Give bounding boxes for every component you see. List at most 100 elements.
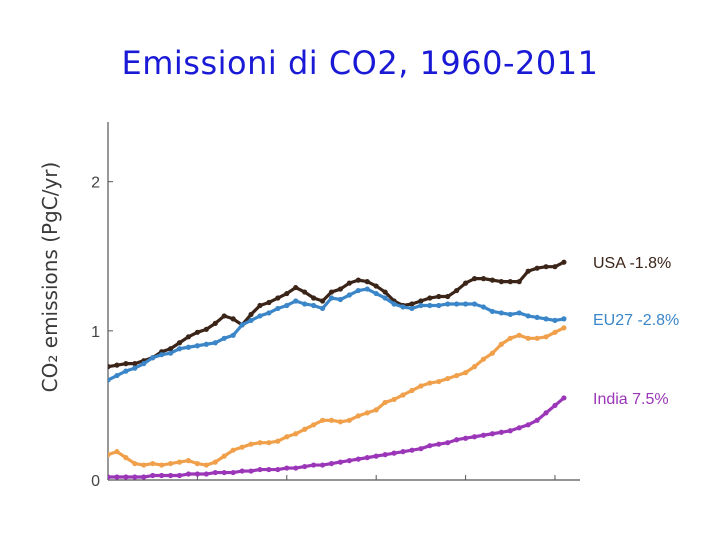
data-point-usa: [167, 346, 174, 352]
data-point-china: [257, 440, 263, 446]
data-point-usa: [311, 295, 317, 301]
legend-label-eu27: EU27 -2.8%: [593, 312, 679, 329]
data-point-china: [400, 392, 406, 398]
data-point-eu27: [194, 343, 200, 349]
data-point-india: [346, 458, 352, 464]
data-point-india: [337, 459, 344, 465]
data-point-china: [534, 335, 540, 341]
data-point-usa: [516, 279, 522, 285]
data-point-usa: [534, 265, 540, 271]
data-point-china: [552, 329, 558, 335]
series-line-eu27: [108, 287, 566, 382]
data-point-eu27: [436, 302, 442, 309]
data-point-china: [480, 356, 487, 362]
data-point-india: [185, 471, 192, 477]
data-point-eu27: [498, 310, 504, 316]
data-point-india: [436, 441, 442, 447]
data-point-india: [409, 447, 415, 453]
data-point-usa: [543, 264, 549, 270]
data-point-china: [328, 417, 335, 423]
data-point-china: [498, 341, 504, 347]
data-point-china: [525, 335, 531, 341]
data-point-india: [507, 428, 513, 434]
data-point-eu27: [185, 344, 192, 350]
data-point-china: [275, 438, 281, 444]
data-point-usa: [185, 334, 192, 340]
data-point-eu27: [373, 290, 379, 297]
series-line-india: [108, 396, 566, 479]
data-point-india: [480, 432, 487, 438]
data-point-china: [409, 387, 415, 394]
data-point-usa: [507, 279, 513, 285]
data-point-eu27: [319, 305, 326, 312]
data-point-usa: [328, 289, 335, 295]
data-point-usa: [436, 293, 442, 300]
data-point-eu27: [284, 302, 290, 309]
data-point-china: [543, 334, 549, 340]
data-point-usa: [364, 279, 370, 285]
data-point-eu27: [534, 314, 540, 321]
data-point-china: [319, 417, 326, 423]
data-point-eu27: [427, 302, 433, 309]
data-point-china: [462, 370, 469, 376]
data-point-india: [462, 435, 469, 441]
data-point-usa: [454, 287, 460, 294]
data-point-china: [337, 419, 344, 425]
data-point-india: [230, 469, 236, 476]
data-point-india: [418, 446, 424, 452]
data-point-china: [471, 364, 478, 370]
data-point-india: [176, 472, 183, 479]
data-point-eu27: [471, 301, 478, 307]
data-point-eu27: [391, 301, 397, 307]
data-point-usa: [552, 264, 558, 270]
data-point-eu27: [525, 313, 531, 319]
data-point-china: [427, 380, 433, 386]
data-point-india: [534, 417, 540, 423]
data-point-china: [489, 350, 495, 356]
data-point-india: [543, 410, 549, 416]
data-point-china: [185, 458, 192, 464]
legend-label-india: India 7.5%: [593, 391, 669, 408]
data-point-eu27: [266, 310, 272, 316]
data-point-china: [516, 332, 522, 338]
data-point-eu27: [159, 352, 165, 358]
series-line-usa: [108, 260, 566, 369]
data-point-usa: [409, 301, 415, 307]
data-point-eu27: [248, 317, 254, 323]
data-point-eu27: [123, 368, 129, 374]
data-point-india: [248, 468, 254, 474]
data-point-india: [525, 422, 531, 428]
data-point-eu27: [507, 311, 513, 318]
data-point-china: [266, 440, 272, 446]
data-point-india: [114, 474, 120, 480]
data-point-eu27: [212, 340, 218, 346]
data-point-usa: [418, 298, 424, 304]
data-point-usa: [302, 289, 308, 295]
data-point-india: [319, 462, 326, 468]
data-point-eu27: [561, 316, 567, 322]
data-point-eu27: [239, 322, 245, 328]
data-point-china: [391, 396, 397, 403]
data-point-eu27: [480, 304, 487, 310]
y-tick-label: 2: [91, 175, 100, 192]
data-point-china: [507, 335, 513, 341]
data-point-india: [194, 471, 200, 477]
data-point-india: [516, 425, 522, 431]
data-point-eu27: [108, 377, 111, 383]
data-point-usa: [489, 277, 495, 283]
data-point-usa: [346, 280, 352, 286]
slide-title: Emissioni di CO2, 1960-2011: [121, 44, 599, 82]
data-point-usa: [284, 290, 290, 297]
y-tick-label: 1: [91, 324, 100, 341]
data-point-eu27: [167, 350, 174, 356]
data-point-eu27: [543, 316, 549, 322]
data-point-india: [552, 402, 558, 409]
data-point-usa: [480, 276, 487, 282]
data-point-usa: [108, 364, 111, 370]
data-point-eu27: [302, 301, 308, 307]
data-point-usa: [498, 279, 504, 285]
data-point-eu27: [409, 305, 415, 312]
data-point-eu27: [364, 286, 370, 292]
data-point-india: [293, 465, 299, 471]
